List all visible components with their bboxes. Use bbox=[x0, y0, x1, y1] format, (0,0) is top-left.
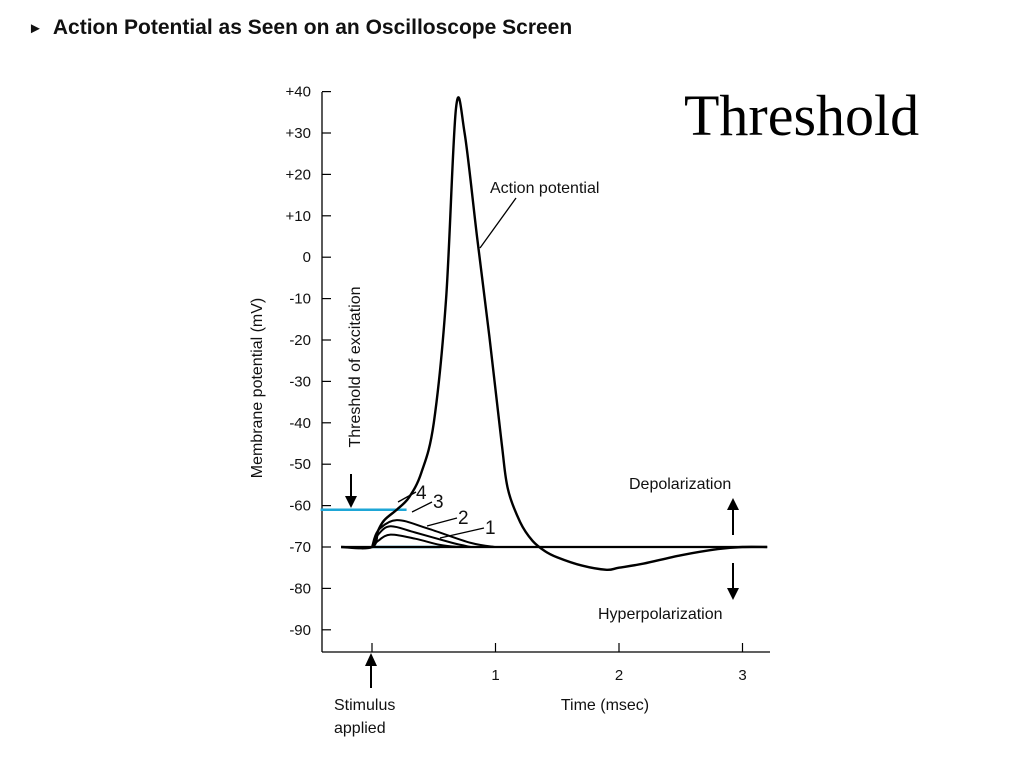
depolarization-arrow-head bbox=[727, 498, 739, 510]
label-4-leader bbox=[397, 491, 417, 503]
subthreshold-trace-2 bbox=[371, 525, 472, 548]
stimulus-label-line2: applied bbox=[334, 720, 386, 737]
right-triangle-bullet-icon: ► bbox=[28, 19, 43, 37]
subthreshold-trace-4 bbox=[371, 508, 398, 548]
y-tick-label: -80 bbox=[289, 580, 311, 597]
y-axis-ticks: +40 +30 +20 +10 0 -10 -20 -30 -40 -50 -60 -70 -80 -90 bbox=[286, 84, 331, 639]
trace-group bbox=[341, 96, 768, 572]
slide-header: ► Action Potential as Seen on an Oscillo… bbox=[28, 12, 572, 44]
depolarization-label: Depolarization bbox=[629, 476, 731, 493]
action-potential-leader bbox=[479, 197, 517, 249]
threshold-arrow-head bbox=[345, 496, 357, 508]
subthreshold-trace-1 bbox=[371, 533, 459, 548]
hyperpolarization-label: Hyperpolarization bbox=[598, 606, 723, 623]
label-2-leader bbox=[426, 517, 458, 527]
label-3-leader bbox=[411, 501, 433, 513]
hyperpolarization-arrow-head bbox=[727, 588, 739, 600]
y-tick-label: +40 bbox=[286, 84, 311, 101]
x-tick-label: 2 bbox=[615, 667, 623, 684]
y-tick-label: -90 bbox=[289, 622, 311, 639]
y-tick-label: +20 bbox=[286, 166, 311, 183]
label-1-leader bbox=[439, 527, 485, 539]
stimulus-arrow-head bbox=[365, 653, 377, 666]
threshold-label: Threshold of excitation bbox=[347, 287, 364, 448]
y-tick-label: 0 bbox=[303, 249, 311, 266]
x-axis-ticks: 1 2 3 bbox=[371, 643, 747, 684]
y-tick-label: +30 bbox=[286, 125, 311, 142]
slide-keyword: Threshold bbox=[684, 83, 920, 148]
label-2: 2 bbox=[458, 508, 469, 529]
x-axis-label: Time (msec) bbox=[561, 697, 649, 714]
y-tick-label: -40 bbox=[289, 415, 311, 432]
y-tick-label: -50 bbox=[289, 456, 311, 473]
y-tick-label: -30 bbox=[289, 373, 311, 390]
x-tick-label: 3 bbox=[738, 667, 746, 684]
y-tick-label: -70 bbox=[289, 539, 311, 556]
stimulus-label-line1: Stimulus bbox=[334, 697, 395, 714]
slide-title: Action Potential as Seen on an Oscillosc… bbox=[52, 16, 573, 39]
action-potential-label: Action potential bbox=[490, 180, 599, 197]
y-tick-label: -20 bbox=[289, 332, 311, 349]
action-potential-trace bbox=[341, 96, 768, 572]
y-axis-label: Membrane potential (mV) bbox=[249, 298, 266, 479]
y-tick-label: -10 bbox=[289, 291, 311, 308]
label-4: 4 bbox=[416, 483, 427, 504]
x-tick-label: 1 bbox=[491, 667, 499, 684]
label-3: 3 bbox=[433, 492, 444, 513]
label-1: 1 bbox=[485, 518, 496, 539]
y-tick-label: +10 bbox=[286, 208, 311, 225]
y-tick-label: -60 bbox=[289, 498, 311, 515]
